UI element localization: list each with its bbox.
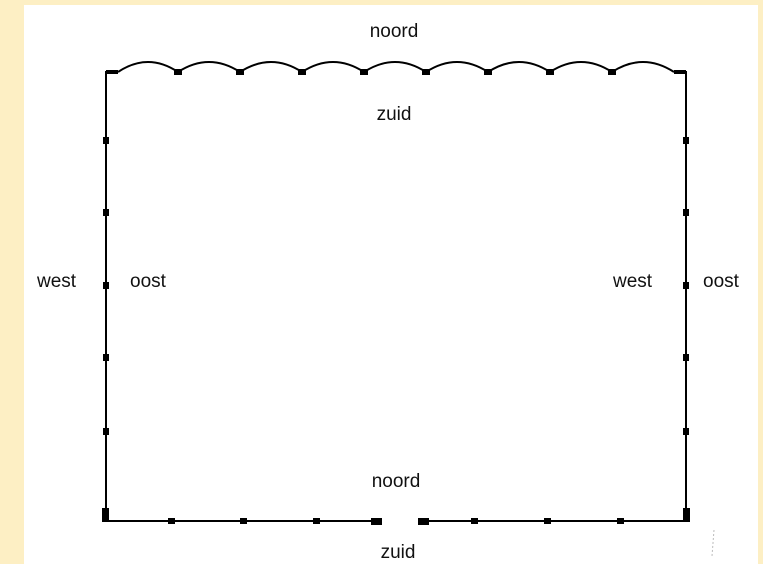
door-jamb-right	[418, 518, 429, 525]
right-post	[683, 282, 689, 289]
label-left-outer: west	[36, 271, 77, 292]
top-joint	[422, 69, 430, 75]
left-post	[103, 137, 109, 144]
top-joint	[174, 69, 182, 75]
left-post	[103, 282, 109, 289]
top-wall	[106, 61, 686, 74]
label-top-outer: noord	[370, 21, 419, 42]
right-corner-post	[683, 508, 690, 522]
right-post	[683, 209, 689, 216]
bottom-post	[313, 518, 320, 524]
label-right-outer: oost	[703, 271, 740, 292]
label-right-inner: west	[612, 271, 653, 292]
door-jamb-left	[371, 518, 382, 525]
top-joint	[236, 69, 244, 75]
bottom-post	[240, 518, 247, 524]
top-wall-arches	[117, 61, 675, 74]
left-post	[103, 209, 109, 216]
right-post	[683, 428, 689, 435]
bottom-post	[168, 518, 175, 524]
right-post	[683, 354, 689, 361]
diagram-canvas	[24, 5, 758, 564]
right-post	[683, 137, 689, 144]
left-post	[103, 428, 109, 435]
bottom-wall-posts	[168, 518, 624, 525]
top-joint	[608, 69, 616, 75]
top-wall-joints	[174, 69, 616, 75]
label-left-inner: oost	[130, 271, 167, 292]
top-joint	[298, 69, 306, 75]
top-joint	[546, 69, 554, 75]
top-joint	[360, 69, 368, 75]
bottom-post	[544, 518, 551, 524]
faint-mark	[711, 529, 715, 557]
top-joint	[484, 69, 492, 75]
bottom-post	[617, 518, 624, 524]
label-bottom-outer: zuid	[381, 542, 416, 563]
label-top-inner: zuid	[377, 104, 412, 125]
left-corner-post	[102, 508, 109, 522]
bottom-post	[471, 518, 478, 524]
left-post	[103, 354, 109, 361]
right-wall-posts	[683, 137, 690, 522]
left-wall-posts	[102, 137, 109, 522]
label-bottom-inner: noord	[372, 471, 421, 492]
